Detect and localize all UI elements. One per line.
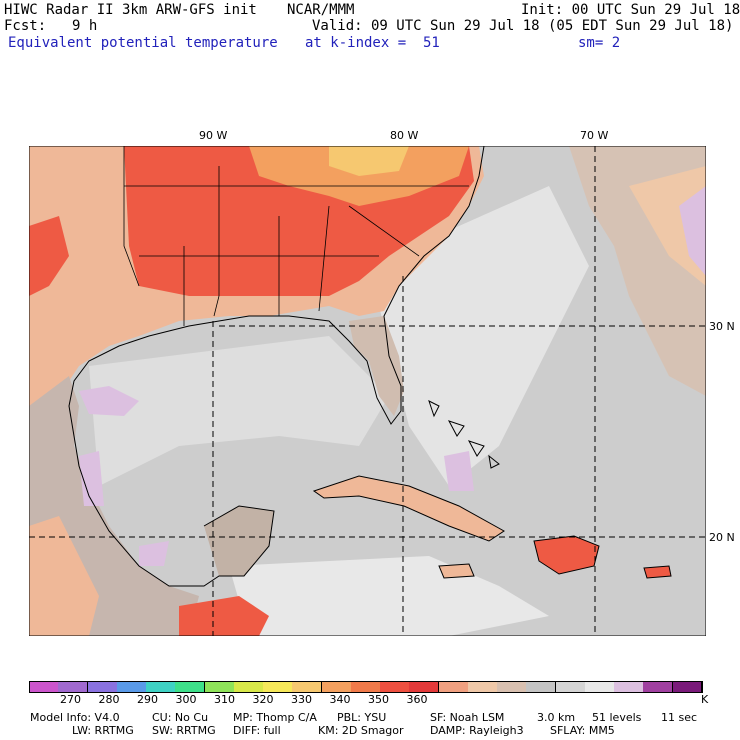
init-time: Init: 00 UTC Sun 29 Jul 18 — [521, 2, 740, 18]
level-index: at k-index = 51 — [305, 35, 440, 51]
jamaica-island — [439, 564, 474, 578]
mexico-warm-coast — [29, 516, 99, 636]
cumulus-scheme: CU: No Cu — [152, 711, 209, 724]
timestep: 11 sec — [661, 711, 698, 724]
colorbar-frame — [29, 681, 702, 693]
colorbar-swatch — [672, 681, 703, 693]
vertical-levels: 51 levels — [592, 711, 642, 724]
colorbar-label: 360 — [406, 693, 428, 706]
bahamas-coastline — [428, 400, 500, 469]
diffusion: DIFF: full — [233, 724, 281, 737]
surface-layer: SFLAY: MM5 — [550, 724, 615, 737]
us-northeast-band — [329, 146, 409, 176]
forecast-hour: 9 h — [72, 18, 98, 34]
colorbar-label: 300 — [175, 693, 197, 706]
model-info: Model Info: V4.0 — [30, 711, 120, 724]
state-borders — [123, 146, 469, 326]
bahamas-lilac-patch — [444, 451, 474, 491]
lat-label-20n: 20 N — [709, 531, 735, 544]
lon-label-90w: 90 W — [199, 129, 228, 142]
colorbar-label: 340 — [329, 693, 351, 706]
theta-e-map — [29, 146, 706, 636]
texas-hot-patch — [29, 216, 69, 296]
colorbar-label: 350 — [368, 693, 389, 706]
cuba-coastline — [312, 475, 505, 542]
forecast-label: Fcst: — [4, 18, 47, 34]
colorbar-label: 320 — [252, 693, 274, 706]
colorbar-label: 290 — [137, 693, 158, 706]
gulf-light-swath — [89, 336, 389, 486]
longwave-scheme: LW: RRTMG — [72, 724, 134, 737]
puerto-rico-coastline — [643, 565, 672, 579]
state-border-ga — [318, 205, 330, 312]
resolution: 3.0 km — [537, 711, 576, 724]
yucatan-peninsula — [204, 506, 274, 576]
puerto-rico-island — [644, 566, 671, 578]
mainland-coastline — [68, 146, 485, 587]
shortwave-scheme: SW: RRTMG — [152, 724, 216, 737]
hispaniola-coastline — [533, 535, 600, 575]
model-title: HIWC Radar II 3km ARW-GFS init — [4, 2, 257, 18]
colorbar-unit: K — [701, 693, 709, 706]
colorbar-label: 270 — [60, 693, 81, 706]
pbl-scheme: PBL: YSU — [337, 711, 387, 724]
colorbar-label: 310 — [214, 693, 235, 706]
lon-label-70w: 70 W — [580, 129, 609, 142]
state-border-west — [123, 146, 140, 287]
gulf-lilac-patch-3 — [139, 541, 169, 566]
field-name: Equivalent potential temperature — [8, 35, 278, 51]
atlantic-theta-e-band — [629, 166, 706, 286]
florida-peninsula — [349, 316, 404, 416]
eddy-diffusion: KM: 2D Smagor — [318, 724, 404, 737]
state-border-miss — [213, 166, 220, 317]
valid-time: Valid: 09 UTC Sun 29 Jul 18 (05 EDT Sun … — [312, 18, 734, 34]
surface-scheme: SF: Noah LSM — [430, 711, 505, 724]
coastlines — [68, 146, 672, 587]
central-america-hot-patch — [179, 596, 269, 636]
smoothing: sm= 2 — [578, 35, 621, 51]
lat-lon-grid — [29, 146, 706, 636]
center-name: NCAR/MMM — [287, 2, 355, 18]
lon-label-80w: 80 W — [390, 129, 419, 142]
colorbar-label: 280 — [98, 693, 120, 706]
gulf-lilac-patch-1 — [79, 386, 139, 416]
cuba-island — [314, 476, 504, 541]
hispaniola-island — [534, 536, 599, 574]
microphysics-scheme: MP: Thomp C/A — [233, 711, 317, 724]
lat-label-30n: 30 N — [709, 320, 735, 333]
colorbar-label: 330 — [291, 693, 312, 706]
gulf-lilac-patch-2 — [79, 451, 104, 506]
damping: DAMP: Rayleigh3 — [430, 724, 524, 737]
atlantic-lilac-patch — [679, 186, 706, 276]
jamaica-coastline — [438, 563, 475, 579]
state-border-sc — [348, 205, 420, 257]
